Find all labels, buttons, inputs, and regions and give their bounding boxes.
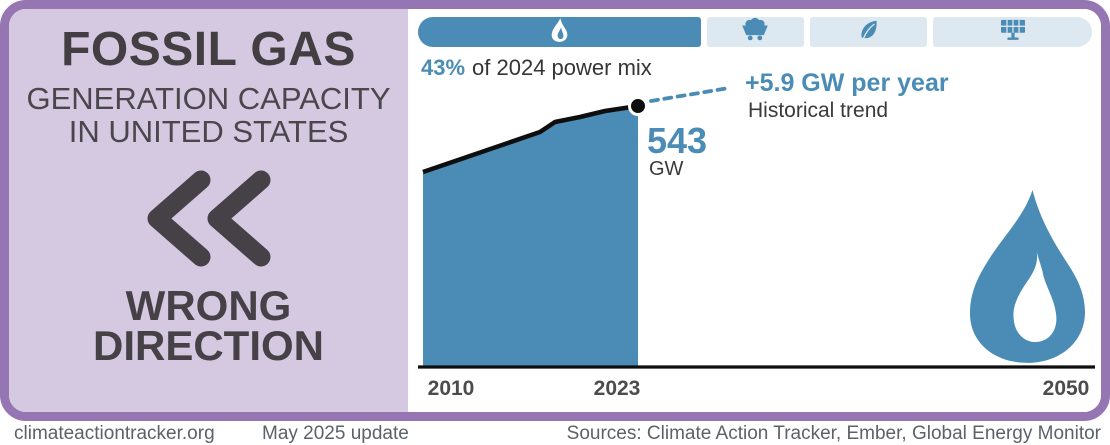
coal-cart-icon (739, 17, 771, 47)
verdict-line1: WRONG (125, 282, 292, 330)
value-2023: 543 (647, 120, 708, 161)
trend-label: Historical trend (748, 99, 889, 122)
power-mix-caption-text: of 2024 power mix (472, 55, 652, 80)
page-subtitle-line1: GENERATION CAPACITY (26, 81, 391, 117)
verdict-text: WRONG DIRECTION (9, 282, 408, 370)
gas-flame-icon (970, 190, 1085, 363)
footer-site-link[interactable]: climateactiontracker.org (14, 423, 215, 444)
chart-panel: 43% of 2024 power mix 543 GW +5.9 GW per … (408, 9, 1101, 412)
capacity-area-chart (418, 86, 1095, 369)
trend-dashed-line (649, 86, 731, 103)
footer-update-date: May 2025 update (262, 423, 409, 444)
power-mix-caption: 43% of 2024 power mix (421, 55, 652, 81)
infographic-frame: FOSSIL GAS GENERATION CAPACITY IN UNITED… (0, 0, 1110, 421)
trend-value: +5.9 GW per year (745, 69, 949, 97)
power-mix-share: 43% (421, 55, 466, 80)
tab-coal[interactable] (706, 17, 805, 47)
page-subtitle-line2: IN UNITED STATES (68, 113, 349, 149)
value-unit: GW (649, 158, 684, 180)
x-tick-2010: 2010 (427, 377, 475, 400)
page-title: FOSSIL GAS (61, 23, 356, 76)
x-tick-2050: 2050 (1042, 377, 1090, 400)
area-fill (423, 106, 638, 367)
verdict-panel: FOSSIL GAS GENERATION CAPACITY IN UNITED… (9, 9, 408, 412)
double-chevron-left-icon (9, 170, 408, 272)
footer: climateactiontracker.org May 2025 update… (0, 423, 1110, 444)
tab-solar[interactable] (933, 17, 1093, 47)
flame-icon (551, 17, 568, 47)
tab-fossil-gas[interactable] (418, 17, 701, 47)
footer-sources: Sources: Climate Action Tracker, Ember, … (566, 423, 1101, 444)
leaf-icon (858, 17, 880, 47)
tab-renewables[interactable] (810, 17, 928, 47)
verdict-line2: DIRECTION (93, 322, 324, 370)
data-point-2023 (628, 96, 648, 116)
page-subtitle: GENERATION CAPACITY IN UNITED STATES (9, 83, 408, 148)
area-top-line (422, 103, 639, 175)
x-tick-2023: 2023 (593, 377, 641, 400)
solar-panel-icon (997, 17, 1029, 47)
power-mix-tabbar (418, 17, 1093, 47)
